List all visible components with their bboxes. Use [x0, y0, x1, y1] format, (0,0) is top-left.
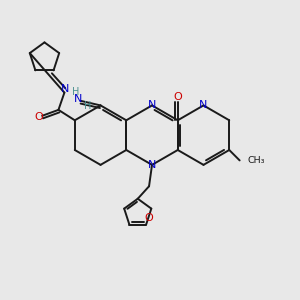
Text: CH₃: CH₃	[248, 157, 266, 166]
Text: O: O	[173, 92, 182, 101]
Text: H: H	[72, 87, 80, 97]
Text: N: N	[148, 100, 156, 110]
Text: N: N	[61, 84, 70, 94]
Text: H: H	[84, 101, 92, 111]
Text: N: N	[148, 160, 156, 170]
Text: O: O	[144, 213, 153, 223]
Text: N: N	[199, 100, 208, 110]
Text: N: N	[74, 94, 82, 104]
Text: O: O	[34, 112, 43, 122]
